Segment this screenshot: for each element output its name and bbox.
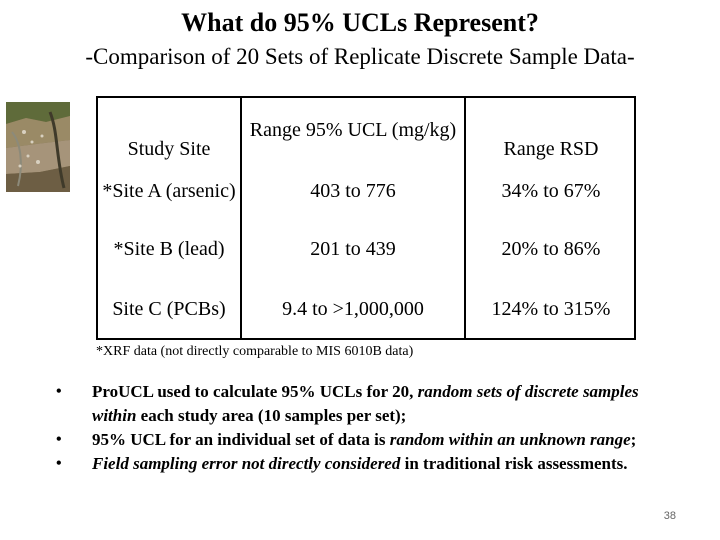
site-c-ucl-cell: 9.4 to >1,000,000: [282, 298, 424, 320]
header-range-ucl: Range 95% UCL (mg/kg): [249, 119, 457, 141]
slide-title: What do 95% UCLs Represent?: [181, 8, 539, 37]
site-a-cell: *Site A (arsenic): [102, 180, 236, 202]
column-divider: [240, 98, 242, 338]
bullet-item: • ProUCL used to calculate 95% UCLs for 2…: [56, 380, 686, 428]
bullet-item: • Field sampling error not directly consi…: [56, 452, 686, 476]
column-divider: [464, 98, 466, 338]
site-c-rsd-cell: 124% to 315%: [491, 298, 611, 320]
bullet-text: ;: [630, 430, 637, 449]
site-b-ucl-cell: 201 to 439: [310, 238, 396, 260]
header-study-site: Study Site: [127, 138, 211, 160]
page-number: 38: [663, 510, 676, 522]
ucl-comparison-table: Study Site Range 95% UCL (mg/kg) Range R…: [96, 96, 636, 340]
bullet-marker: •: [56, 383, 62, 400]
site-b-cell: *Site B (lead): [113, 238, 225, 260]
site-b-rsd-cell: 20% to 86%: [501, 238, 601, 260]
bullet-text: 95% UCL for an individual set of data is: [92, 430, 390, 449]
header-range-rsd: Range RSD: [503, 138, 599, 160]
site-a-ucl-cell: 403 to 776: [310, 180, 396, 202]
table-footnote: *XRF data (not directly comparable to MI…: [96, 344, 414, 359]
bullet-text: Field sampling error not directly consid…: [92, 454, 401, 473]
bullet-text: in traditional risk assessments.: [400, 454, 628, 473]
bullet-text: random within an unknown range: [389, 430, 631, 449]
site-a-rsd-cell: 34% to 67%: [501, 180, 601, 202]
site-photo-image: [6, 102, 70, 192]
bullet-marker: •: [56, 455, 62, 472]
bullet-text: random sets of discrete samples within: [92, 382, 639, 425]
bullet-marker: •: [56, 431, 62, 448]
slide-subtitle: -Comparison of 20 Sets of Replicate Disc…: [85, 44, 635, 69]
bullet-text: each study area (10 samples per set);: [136, 406, 407, 425]
bullet-list: • ProUCL used to calculate 95% UCLs for 2…: [56, 380, 686, 476]
bullet-text: ProUCL used to calculate 95% UCLs for 20…: [92, 382, 418, 401]
bullet-item: • 95% UCL for an individual set of data i…: [56, 428, 686, 452]
site-c-cell: Site C (PCBs): [112, 298, 226, 320]
